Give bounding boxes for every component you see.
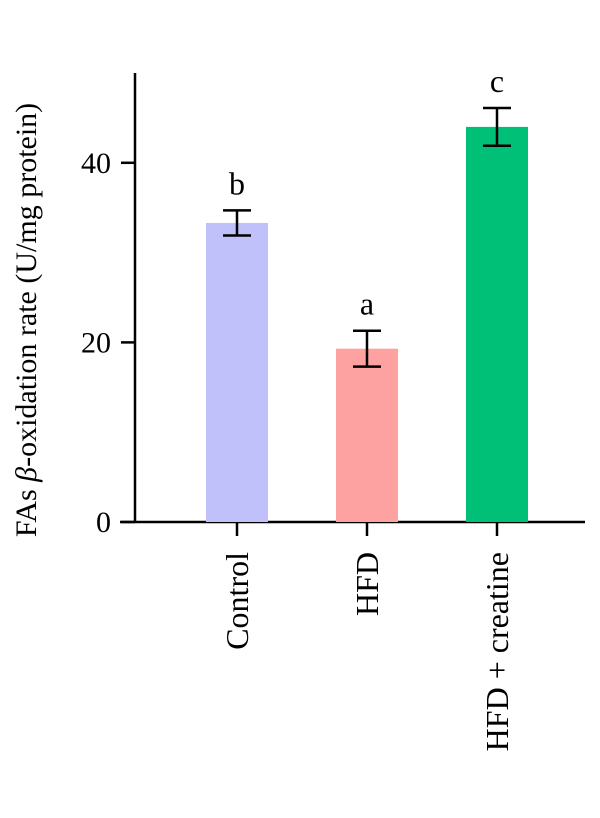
y-axis-label: FAs β-oxidation rate (U/mg protein)	[10, 103, 43, 537]
category-label: HFD	[349, 552, 385, 616]
category-label: HFD + creatine	[479, 552, 515, 751]
category-labels: Control HFD HFD + creatine	[219, 552, 515, 751]
svg-text:FAs β-oxidation rate (U/mg pro: FAs β-oxidation rate (U/mg protein)	[10, 103, 43, 537]
error-bars	[223, 106, 511, 368]
bars	[206, 126, 528, 522]
significance-labels: b a c	[229, 63, 504, 322]
significance-letter: b	[229, 165, 245, 201]
y-axis-label-symbol: β	[10, 467, 43, 483]
category-label: Control	[219, 552, 255, 650]
significance-letter: c	[490, 63, 504, 99]
y-axis-label-suffix: -oxidation rate (U/mg protein)	[10, 103, 43, 467]
y-ticks: 0 20 40	[81, 147, 135, 539]
y-axis-label-prefix: FAs	[10, 482, 43, 537]
bar	[206, 222, 268, 522]
x-ticks	[235, 522, 499, 536]
y-tick-label: 0	[96, 506, 111, 539]
y-tick-label: 40	[81, 147, 111, 180]
bar	[466, 126, 528, 522]
significance-letter: a	[360, 286, 374, 322]
bar	[336, 348, 398, 522]
y-tick-label: 20	[81, 326, 111, 359]
